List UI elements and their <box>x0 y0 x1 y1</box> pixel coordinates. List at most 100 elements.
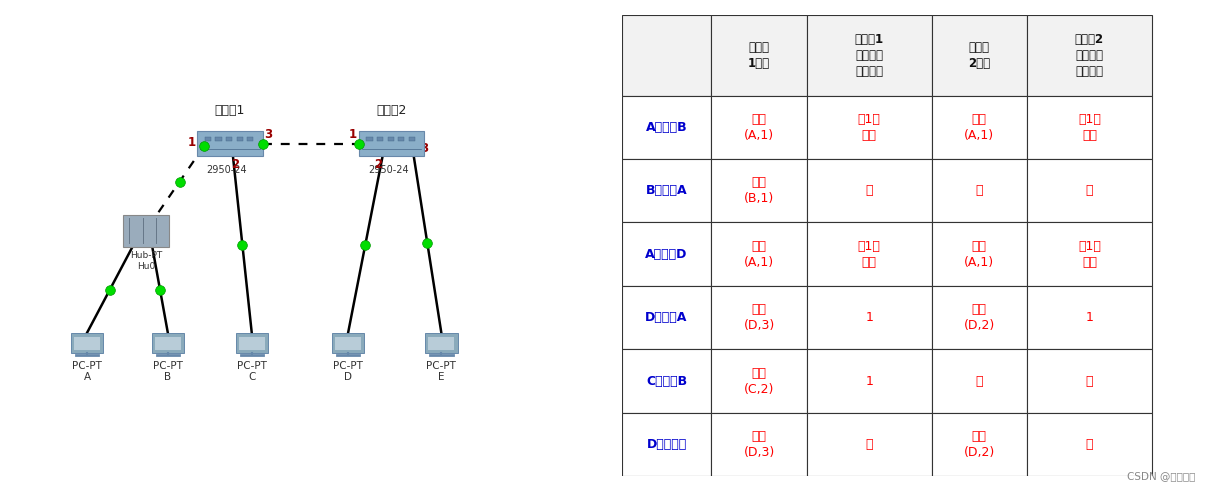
Bar <box>398 137 404 141</box>
Text: 1: 1 <box>187 136 196 149</box>
Bar <box>215 137 222 141</box>
Text: 增加
(D,2): 增加 (D,2) <box>963 303 995 332</box>
Text: 无: 无 <box>865 184 873 197</box>
Text: D发送给A: D发送给A <box>646 311 688 324</box>
Bar <box>932 413 1027 476</box>
Text: 1: 1 <box>1085 311 1094 324</box>
Text: 除1外
所有: 除1外 所有 <box>858 113 881 142</box>
Text: 增加
(A,1): 增加 (A,1) <box>964 113 995 142</box>
Text: 2: 2 <box>231 158 239 171</box>
Bar <box>387 137 393 141</box>
Text: CSDN @盒马盒马: CSDN @盒马盒马 <box>1126 471 1195 481</box>
Text: 增加
(A,1): 增加 (A,1) <box>745 113 774 142</box>
Text: 1: 1 <box>865 374 873 387</box>
Text: 2: 2 <box>374 158 381 171</box>
Text: 除1外
所有: 除1外 所有 <box>1078 113 1101 142</box>
Text: 无: 无 <box>1085 374 1094 387</box>
Text: 交换机1
向哪些接
口转发帧: 交换机1 向哪些接 口转发帧 <box>855 33 884 78</box>
Text: 2950-24: 2950-24 <box>206 165 247 175</box>
Bar <box>198 131 263 156</box>
Text: 无: 无 <box>1085 438 1094 451</box>
Bar <box>807 96 932 159</box>
Bar <box>932 159 1027 222</box>
Bar <box>247 137 253 141</box>
Bar <box>1027 222 1151 286</box>
Bar <box>711 222 807 286</box>
Bar <box>807 286 932 349</box>
Text: 除1外
所有: 除1外 所有 <box>1078 240 1101 269</box>
Bar <box>711 159 807 222</box>
Text: 除1外
所有: 除1外 所有 <box>858 240 881 269</box>
Bar <box>622 96 711 159</box>
Bar <box>235 333 268 353</box>
Bar <box>932 286 1027 349</box>
Bar <box>239 337 264 350</box>
Bar <box>152 333 183 353</box>
Text: PC-PT
D: PC-PT D <box>333 361 363 382</box>
Bar <box>807 413 932 476</box>
Text: 交换表
1变化: 交换表 1变化 <box>748 41 770 70</box>
Text: B发送给A: B发送给A <box>646 184 687 197</box>
Text: PC-PT
C: PC-PT C <box>237 361 267 382</box>
Bar <box>1027 286 1151 349</box>
Bar <box>205 137 211 141</box>
Bar <box>377 137 383 141</box>
Text: 删除
(D,2): 删除 (D,2) <box>963 430 995 459</box>
Bar <box>807 15 932 96</box>
Bar <box>711 349 807 413</box>
Bar <box>807 159 932 222</box>
Bar <box>409 137 415 141</box>
Bar <box>932 15 1027 96</box>
Bar <box>622 413 711 476</box>
Text: 交换机2
向哪些接
口转发帧: 交换机2 向哪些接 口转发帧 <box>1075 33 1104 78</box>
Bar <box>1027 159 1151 222</box>
Bar <box>428 337 454 350</box>
Bar <box>367 137 373 141</box>
Text: C发送给B: C发送给B <box>646 374 687 387</box>
Text: 1: 1 <box>349 128 357 141</box>
Text: 3: 3 <box>264 128 273 141</box>
Bar <box>622 286 711 349</box>
Text: 交换机2: 交换机2 <box>377 104 407 117</box>
Text: 2950-24: 2950-24 <box>368 165 409 175</box>
Bar <box>226 137 232 141</box>
Bar <box>622 15 711 96</box>
Text: PC-PT
A: PC-PT A <box>72 361 101 382</box>
Text: 更新
(A,1): 更新 (A,1) <box>964 240 995 269</box>
Text: 增加
(C,2): 增加 (C,2) <box>744 367 775 395</box>
Text: A发送给B: A发送给B <box>646 121 687 134</box>
Bar <box>123 214 169 247</box>
Bar <box>932 222 1027 286</box>
Bar <box>622 159 711 222</box>
Text: D关机离线: D关机离线 <box>647 438 687 451</box>
Bar <box>1027 349 1151 413</box>
Bar <box>932 349 1027 413</box>
Text: 无: 无 <box>1085 184 1094 197</box>
Bar <box>622 349 711 413</box>
Text: 更新
(A,1): 更新 (A,1) <box>745 240 774 269</box>
Bar <box>71 333 103 353</box>
Bar <box>358 131 424 156</box>
Text: 无: 无 <box>865 438 873 451</box>
Text: 无: 无 <box>975 374 984 387</box>
Bar <box>622 222 711 286</box>
Text: 删除
(D,3): 删除 (D,3) <box>744 430 775 459</box>
Bar <box>425 333 457 353</box>
Text: A发送给D: A发送给D <box>646 248 688 261</box>
Text: PC-PT
B: PC-PT B <box>153 361 182 382</box>
Text: 增加
(B,1): 增加 (B,1) <box>744 176 775 205</box>
Text: 无: 无 <box>975 184 984 197</box>
Bar <box>74 337 100 350</box>
Bar <box>711 413 807 476</box>
Bar <box>711 15 807 96</box>
Text: Hub-PT
Hu0: Hub-PT Hu0 <box>130 251 162 271</box>
Text: 1: 1 <box>865 311 873 324</box>
Text: 增加
(D,3): 增加 (D,3) <box>744 303 775 332</box>
Text: PC-PT
E: PC-PT E <box>426 361 456 382</box>
Bar <box>336 337 361 350</box>
Bar <box>1027 15 1151 96</box>
Bar <box>332 333 365 353</box>
Bar <box>711 286 807 349</box>
Bar <box>1027 413 1151 476</box>
Bar <box>711 96 807 159</box>
